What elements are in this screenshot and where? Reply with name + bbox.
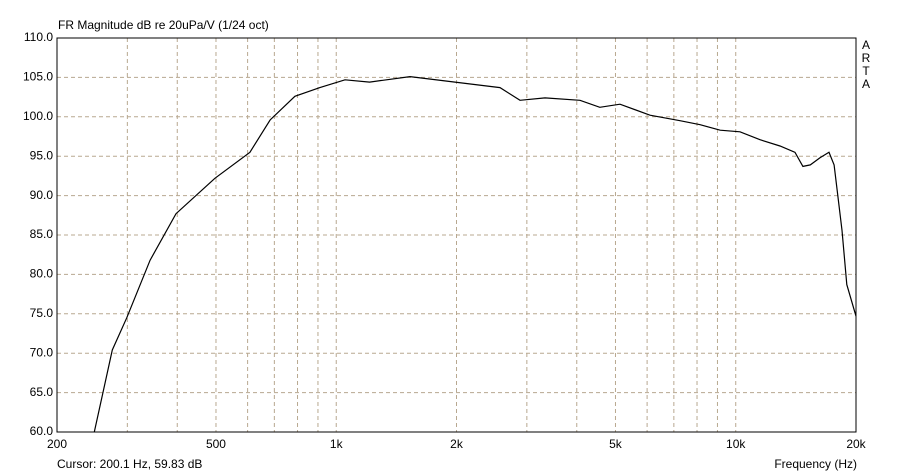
x-axis-label: Frequency (Hz) — [774, 457, 857, 471]
y-tick-label: 110.0 — [24, 30, 53, 44]
x-tick-label: 2k — [450, 437, 464, 451]
y-tick-label: 85.0 — [30, 227, 54, 241]
side-label: A — [862, 77, 870, 91]
y-tick-label: 65.0 — [30, 385, 54, 399]
plot-frame — [56, 37, 857, 433]
side-label: A — [862, 38, 870, 52]
x-tick-label: 5k — [609, 437, 623, 451]
y-tick-label: 75.0 — [30, 306, 54, 320]
y-tick-label: 105.0 — [23, 70, 53, 84]
y-tick-label: 80.0 — [30, 267, 54, 281]
x-tick-label: 200 — [47, 437, 67, 451]
cursor-readout: Cursor: 200.1 Hz, 59.83 dB — [57, 457, 202, 471]
side-label: R — [862, 51, 871, 65]
x-tick-label: 500 — [206, 437, 226, 451]
y-tick-label: 70.0 — [30, 345, 54, 359]
y-tick-label: 95.0 — [30, 148, 54, 162]
side-label: T — [862, 64, 870, 78]
response-line — [93, 75, 857, 433]
x-tick-label: 10k — [726, 437, 746, 451]
y-tick-label: 100.0 — [23, 109, 53, 123]
chart-title: FR Magnitude dB re 20uPa/V (1/24 oct) — [58, 18, 269, 32]
x-tick-label: 1k — [330, 437, 344, 451]
y-tick-label: 60.0 — [30, 424, 54, 438]
y-tick-label: 90.0 — [30, 188, 54, 202]
x-tick-label: 20k — [846, 437, 866, 451]
